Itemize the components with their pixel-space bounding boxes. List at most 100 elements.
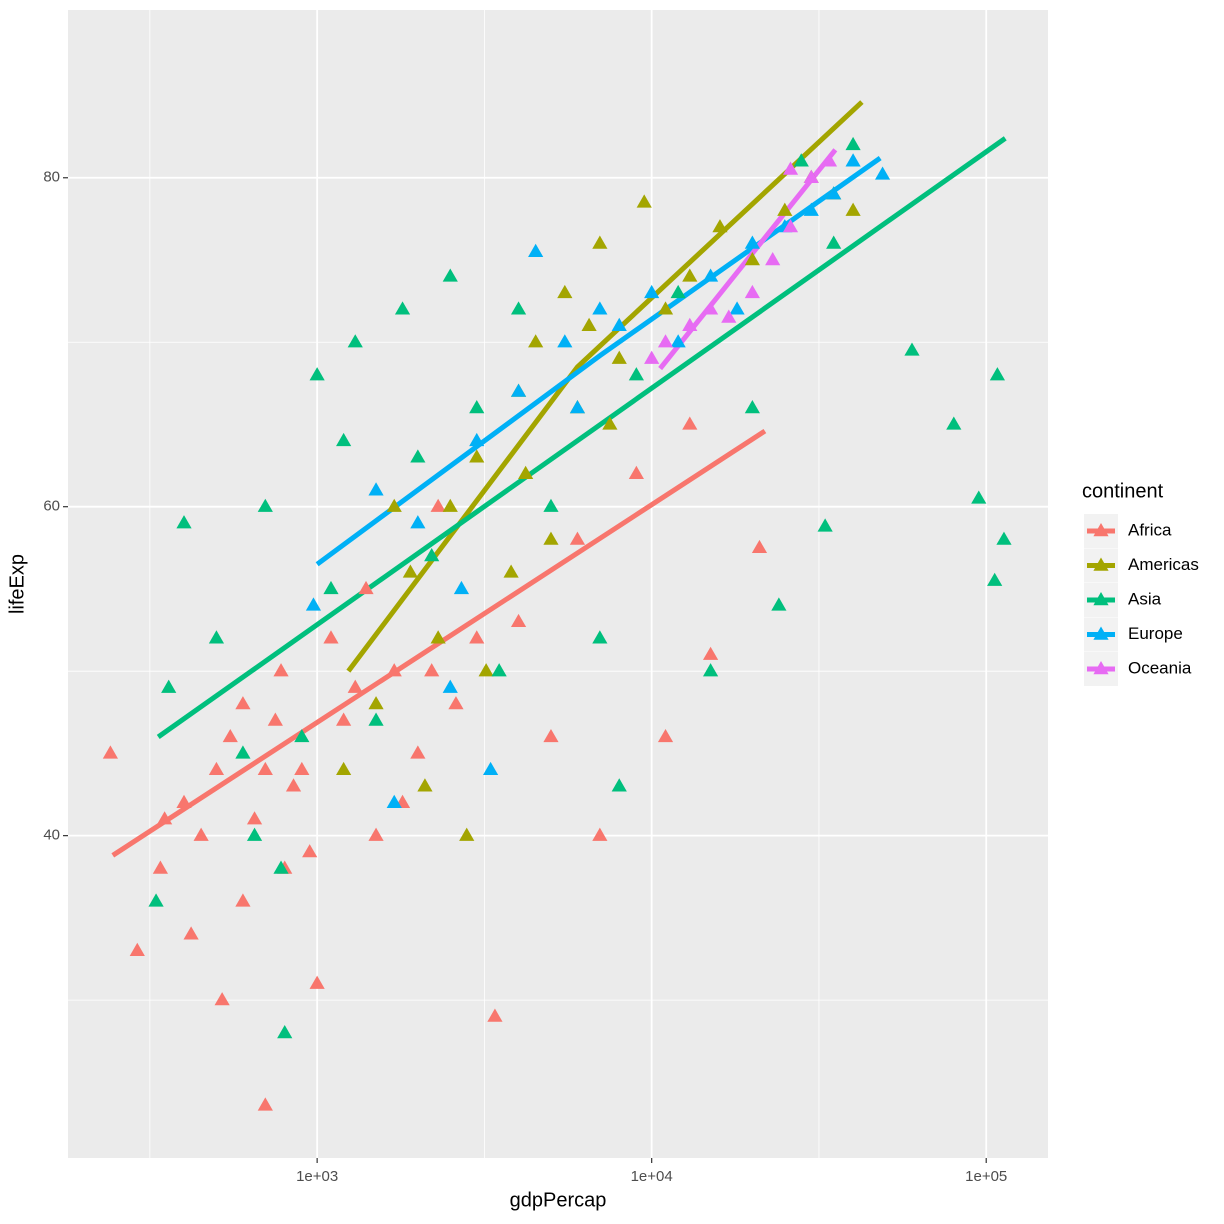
point	[581, 317, 597, 331]
point	[235, 745, 251, 759]
point	[176, 515, 192, 529]
point	[368, 696, 384, 710]
point	[347, 334, 363, 348]
point	[430, 630, 446, 644]
trend-line	[156, 136, 1007, 739]
point	[503, 564, 519, 578]
point	[510, 613, 527, 628]
grid	[68, 10, 1048, 1158]
point	[569, 400, 586, 414]
point	[771, 597, 787, 611]
point	[102, 745, 119, 759]
point	[129, 942, 145, 956]
point	[410, 745, 426, 759]
point	[402, 564, 418, 578]
point	[744, 284, 760, 299]
point	[777, 202, 793, 216]
point	[410, 515, 426, 529]
point	[235, 893, 251, 907]
point	[557, 284, 573, 299]
point	[394, 301, 411, 315]
point	[148, 893, 164, 907]
point	[744, 251, 760, 266]
point	[765, 251, 781, 266]
point	[817, 518, 833, 532]
point	[628, 367, 644, 381]
point	[368, 827, 384, 841]
point	[729, 301, 745, 315]
legend-label: Asia	[1128, 589, 1162, 608]
point	[657, 334, 674, 348]
point	[176, 794, 192, 808]
point	[487, 1008, 503, 1022]
point	[161, 679, 177, 693]
point	[305, 597, 322, 611]
point	[277, 1025, 293, 1039]
point	[702, 663, 719, 677]
legend-marker	[1093, 626, 1109, 640]
point	[336, 761, 352, 776]
point	[510, 383, 527, 397]
point	[702, 646, 719, 660]
point	[904, 342, 920, 356]
x-tick-label: 1e+05	[965, 1168, 1007, 1185]
point	[368, 482, 384, 496]
point	[592, 235, 608, 249]
legend-marker	[1093, 557, 1109, 571]
point	[410, 449, 426, 463]
x-tick-label: 1e+03	[296, 1168, 338, 1185]
point	[469, 400, 485, 414]
point	[793, 153, 809, 167]
point	[424, 663, 440, 677]
point	[309, 367, 325, 381]
point	[424, 548, 440, 562]
point	[657, 301, 674, 315]
point	[214, 992, 230, 1006]
point	[592, 630, 608, 644]
point	[336, 712, 352, 726]
point	[569, 531, 586, 545]
x-tick-label: 1e+04	[631, 1168, 673, 1185]
point	[208, 630, 225, 644]
point	[682, 416, 698, 430]
point	[971, 490, 987, 504]
point	[309, 975, 325, 989]
point	[386, 498, 402, 512]
point	[193, 827, 209, 841]
point	[670, 284, 686, 299]
point	[946, 416, 962, 430]
point	[285, 778, 302, 792]
point	[183, 926, 199, 940]
point	[644, 284, 660, 299]
point	[611, 350, 627, 364]
point	[803, 169, 819, 183]
point	[386, 794, 402, 808]
point	[442, 268, 458, 282]
point	[557, 334, 573, 348]
point	[469, 432, 485, 447]
point	[459, 827, 475, 841]
y-tick-label: 40	[43, 827, 60, 844]
point	[682, 317, 698, 331]
point	[491, 663, 507, 677]
legend-marker	[1093, 661, 1109, 675]
point	[682, 268, 698, 282]
point	[528, 243, 544, 257]
point	[821, 153, 838, 167]
point	[845, 153, 861, 167]
y-axis-title: lifeExp	[6, 554, 28, 614]
point	[257, 498, 273, 512]
point	[845, 202, 861, 216]
point	[602, 416, 618, 430]
point	[592, 301, 608, 315]
point	[987, 572, 1003, 586]
point	[469, 630, 485, 644]
point	[510, 301, 527, 315]
point	[611, 778, 627, 792]
point	[636, 194, 652, 208]
point	[989, 367, 1005, 381]
point	[628, 465, 644, 480]
point	[543, 498, 559, 512]
y-tick-label: 80	[43, 169, 60, 186]
